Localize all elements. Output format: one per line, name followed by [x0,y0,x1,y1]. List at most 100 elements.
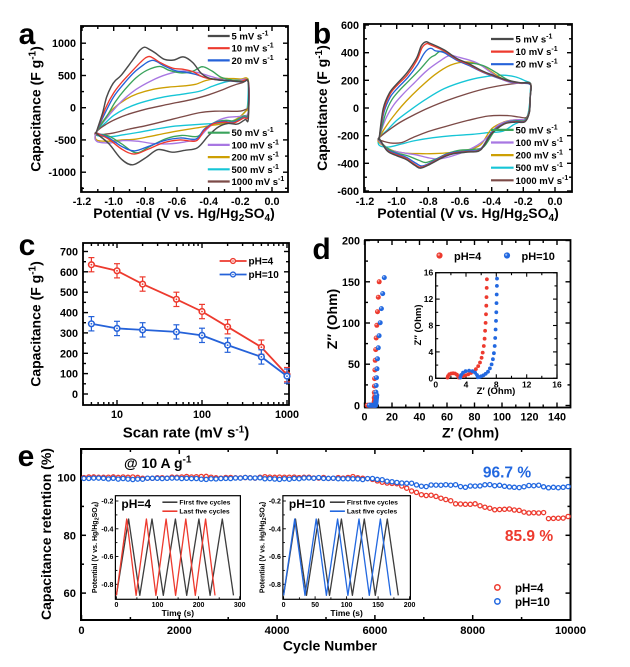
svg-text:pH=10: pH=10 [249,270,280,281]
svg-text:a: a [19,18,36,51]
svg-text:12: 12 [522,379,532,389]
svg-text:500: 500 [60,287,78,299]
svg-text:0: 0 [428,373,433,383]
svg-text:150: 150 [372,602,384,609]
svg-text:20 mV s-1: 20 mV s-1 [516,59,558,71]
svg-text:85.9 %: 85.9 % [505,528,553,545]
svg-text:-0.2: -0.2 [101,499,113,506]
svg-text:-500: -500 [54,135,76,147]
svg-text:1000 mV s-1: 1000 mV s-1 [232,176,285,188]
svg-text:0: 0 [433,379,438,389]
svg-text:500 mV s-1: 500 mV s-1 [516,162,564,174]
svg-text:12: 12 [424,294,434,304]
svg-text:50 mV s-1: 50 mV s-1 [232,127,274,139]
svg-text:b: b [313,18,331,51]
svg-text:pH=10: pH=10 [522,251,555,263]
svg-text:Z′′ (Ohm): Z′′ (Ohm) [413,305,424,346]
svg-text:0.0: 0.0 [547,196,562,208]
svg-text:50: 50 [311,602,319,609]
svg-text:pH=4: pH=4 [121,497,151,511]
svg-text:120: 120 [520,412,538,424]
svg-text:First five cycles: First five cycles [347,500,398,507]
svg-text:0: 0 [70,103,76,115]
svg-text:60: 60 [441,412,453,424]
svg-text:-0.8: -0.8 [101,582,113,589]
svg-text:100: 100 [493,412,511,424]
svg-text:8: 8 [494,379,499,389]
svg-text:-0.6: -0.6 [269,554,281,561]
svg-text:0.0: 0.0 [264,196,279,208]
svg-text:c: c [19,229,36,262]
svg-text:200 mV s-1: 200 mV s-1 [516,150,564,162]
svg-text:@ 10 A g-1: @ 10 A g-1 [124,455,192,472]
svg-text:0: 0 [354,401,360,413]
svg-text:100: 100 [57,473,76,485]
svg-text:-0.2: -0.2 [269,499,281,506]
svg-text:8: 8 [428,321,433,331]
svg-text:Potential (V vs. Hg/Hg2SO4): Potential (V vs. Hg/Hg2SO4) [93,205,275,224]
svg-text:-200: -200 [337,131,359,143]
svg-text:16: 16 [424,268,434,278]
svg-text:20 mV s-1: 20 mV s-1 [232,55,274,67]
svg-text:5 mV s-1: 5 mV s-1 [232,31,269,43]
svg-text:Capacitance (F g-1): Capacitance (F g-1) [28,46,44,172]
svg-text:100: 100 [60,369,78,381]
svg-text:10000: 10000 [555,625,586,637]
svg-text:-1.0: -1.0 [387,196,406,208]
svg-text:0: 0 [78,625,84,637]
svg-text:700: 700 [60,247,78,259]
svg-text:Time (s): Time (s) [330,608,363,618]
svg-text:pH=4: pH=4 [515,583,544,595]
svg-text:d: d [312,233,330,266]
svg-text:-1000: -1000 [48,167,76,179]
svg-text:400: 400 [60,308,78,320]
svg-text:100: 100 [193,409,211,421]
svg-text:600: 600 [341,20,359,32]
svg-text:-0.8: -0.8 [419,196,438,208]
svg-text:16: 16 [552,379,562,389]
svg-text:40: 40 [413,412,425,424]
svg-text:4: 4 [464,379,469,389]
svg-text:60: 60 [64,588,76,600]
svg-text:Potential (V vs. Hg/Hg2SO4): Potential (V vs. Hg/Hg2SO4) [377,205,559,224]
svg-text:-0.6: -0.6 [168,196,187,208]
svg-text:-0.2: -0.2 [231,196,250,208]
svg-text:600: 600 [60,267,78,279]
svg-text:6000: 6000 [362,625,387,637]
svg-text:Potential (V vs. Hg/Hg2SO4): Potential (V vs. Hg/Hg2SO4) [92,502,101,593]
svg-text:4000: 4000 [265,625,290,637]
svg-text:1000: 1000 [275,409,299,421]
svg-text:0: 0 [114,602,118,609]
svg-text:First five cycles: First five cycles [179,500,230,507]
svg-text:200 mV s-1: 200 mV s-1 [232,152,280,164]
svg-text:-0.8: -0.8 [269,582,281,589]
svg-text:200: 200 [60,348,78,360]
svg-text:pH=4: pH=4 [454,251,482,263]
svg-text:500: 500 [58,71,76,83]
svg-text:200: 200 [193,602,205,609]
svg-text:-0.4: -0.4 [269,526,281,533]
svg-text:50: 50 [348,359,360,371]
svg-text:e: e [18,440,35,473]
svg-text:-600: -600 [337,186,359,198]
svg-text:200: 200 [404,602,416,609]
svg-text:Capacitance (F g-1): Capacitance (F g-1) [28,261,44,387]
svg-text:100 mV s-1: 100 mV s-1 [516,137,564,149]
svg-text:100: 100 [341,602,353,609]
svg-text:400: 400 [341,48,359,60]
svg-text:4: 4 [428,347,433,357]
svg-text:Z′ (Ohm): Z′ (Ohm) [442,425,499,441]
svg-text:200: 200 [341,75,359,87]
svg-text:Last five cycles: Last five cycles [179,509,229,516]
svg-text:Time (s): Time (s) [162,608,195,618]
svg-text:Cycle Number: Cycle Number [283,638,378,654]
svg-text:Capacitance retention (%): Capacitance retention (%) [38,448,54,620]
svg-text:pH=10: pH=10 [515,597,550,609]
svg-text:Z′ (Ohm): Z′ (Ohm) [477,386,516,397]
svg-text:-1.2: -1.2 [356,196,375,208]
svg-text:150: 150 [342,277,360,289]
svg-text:-1.0: -1.0 [104,196,123,208]
svg-text:Last five cycles: Last five cycles [347,509,397,516]
svg-text:20: 20 [386,412,398,424]
svg-text:50 mV s-1: 50 mV s-1 [516,124,558,136]
